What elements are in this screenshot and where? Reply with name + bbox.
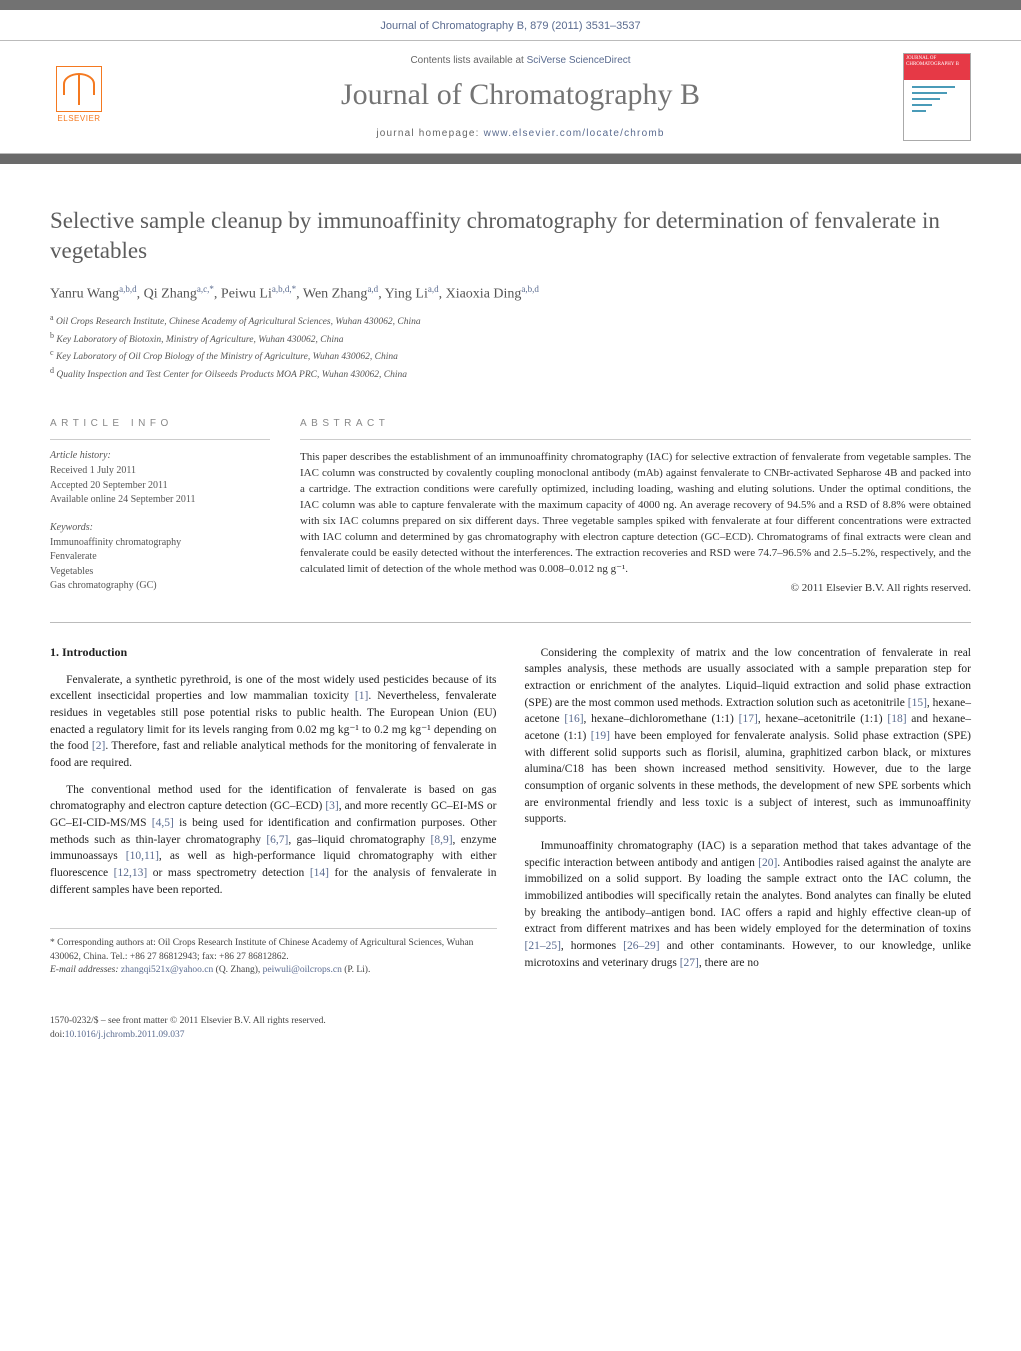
header-bar — [0, 0, 1021, 10]
authors-line: Yanru Wanga,b,d, Qi Zhanga,c,*, Peiwu Li… — [50, 284, 971, 303]
body-paragraph: Considering the complexity of matrix and… — [525, 645, 972, 828]
keyword-item: Gas chromatography (GC) — [50, 579, 270, 594]
history-items: Received 1 July 2011Accepted 20 Septembe… — [50, 464, 270, 508]
email-link-2[interactable]: peiwuli@oilcrops.cn — [263, 965, 342, 975]
article-info-column: article info Article history: Received 1… — [50, 404, 270, 594]
journal-cover-thumbnail: JOURNAL OF CHROMATOGRAPHY B — [903, 53, 971, 141]
affiliations: a Oil Crops Research Institute, Chinese … — [50, 312, 971, 382]
masthead: ELSEVIER Contents lists available at Sci… — [0, 40, 1021, 154]
contents-prefix: Contents lists available at — [410, 55, 526, 66]
masthead-left: ELSEVIER — [50, 66, 138, 128]
keyword-items: Immunoaffinity chromatographyFenvalerate… — [50, 536, 270, 594]
body-paragraph: Immunoaffinity chromatography (IAC) is a… — [525, 838, 972, 971]
main-divider — [50, 622, 971, 623]
history-item: Available online 24 September 2011 — [50, 493, 270, 508]
column-right: Considering the complexity of matrix and… — [525, 645, 972, 982]
footer-copyright: 1570-0232/$ – see front matter © 2011 El… — [50, 1015, 326, 1028]
masthead-center: Contents lists available at SciVerse Sci… — [138, 55, 903, 139]
email2-name: (P. Li). — [342, 965, 371, 975]
citation-line: Journal of Chromatography B, 879 (2011) … — [0, 10, 1021, 40]
history-item: Received 1 July 2011 — [50, 464, 270, 479]
article-title: Selective sample cleanup by immunoaffini… — [50, 206, 971, 266]
column-left: 1. Introduction Fenvalerate, a synthetic… — [50, 645, 497, 982]
keywords-label: Keywords: — [50, 522, 270, 533]
email-label: E-mail addresses: — [50, 965, 121, 975]
intro-heading: 1. Introduction — [50, 645, 497, 660]
doi-prefix: doi: — [50, 1030, 65, 1040]
footer-doi: doi:10.1016/j.jchromb.2011.09.037 — [50, 1029, 326, 1042]
corr-text: * Corresponding authors at: Oil Crops Re… — [50, 937, 497, 964]
history-label: Article history: — [50, 450, 270, 461]
journal-name: Journal of Chromatography B — [138, 78, 903, 112]
keyword-item: Fenvalerate — [50, 550, 270, 565]
doi-link[interactable]: 10.1016/j.jchromb.2011.09.037 — [65, 1030, 185, 1040]
corr-emails: E-mail addresses: zhangqi521x@yahoo.cn (… — [50, 964, 497, 977]
info-abstract-row: article info Article history: Received 1… — [50, 404, 971, 594]
sciencedirect-link[interactable]: SciVerse ScienceDirect — [527, 55, 631, 66]
article-body: Selective sample cleanup by immunoaffini… — [0, 164, 1021, 1001]
corresponding-author-footer: * Corresponding authors at: Oil Crops Re… — [50, 928, 497, 977]
homepage-link[interactable]: www.elsevier.com/locate/chromb — [484, 128, 665, 139]
email1-name: (Q. Zhang), — [213, 965, 262, 975]
journal-homepage-line: journal homepage: www.elsevier.com/locat… — [138, 128, 903, 139]
footer-left: 1570-0232/$ – see front matter © 2011 El… — [50, 1015, 326, 1042]
affiliation-line: d Quality Inspection and Test Center for… — [50, 365, 971, 382]
affiliation-line: b Key Laboratory of Biotoxin, Ministry o… — [50, 330, 971, 347]
copyright-line: © 2011 Elsevier B.V. All rights reserved… — [300, 582, 971, 594]
email-link-1[interactable]: zhangqi521x@yahoo.cn — [121, 965, 213, 975]
keywords-block: Keywords: Immunoaffinity chromatographyF… — [50, 522, 270, 594]
history-item: Accepted 20 September 2011 — [50, 479, 270, 494]
homepage-prefix: journal homepage: — [376, 128, 483, 139]
content-columns: 1. Introduction Fenvalerate, a synthetic… — [50, 645, 971, 982]
affiliation-line: c Key Laboratory of Oil Crop Biology of … — [50, 347, 971, 364]
elsevier-text: ELSEVIER — [57, 114, 100, 123]
keyword-item: Immunoaffinity chromatography — [50, 536, 270, 551]
body-paragraph: The conventional method used for the ide… — [50, 782, 497, 899]
cover-lines-icon — [904, 80, 970, 122]
body-paragraph: Fenvalerate, a synthetic pyrethroid, is … — [50, 672, 497, 772]
contents-available-line: Contents lists available at SciVerse Sci… — [138, 55, 903, 66]
masthead-bottom-bar — [0, 154, 1021, 164]
elsevier-tree-icon — [56, 66, 102, 112]
article-info-label: article info — [50, 404, 270, 440]
elsevier-logo: ELSEVIER — [50, 66, 108, 128]
abstract-column: abstract This paper describes the establ… — [300, 404, 971, 594]
page-footer: 1570-0232/$ – see front matter © 2011 El… — [0, 1001, 1021, 1066]
affiliation-line: a Oil Crops Research Institute, Chinese … — [50, 312, 971, 329]
keyword-item: Vegetables — [50, 565, 270, 580]
abstract-label: abstract — [300, 404, 971, 440]
abstract-text: This paper describes the establishment o… — [300, 450, 971, 578]
cover-title: JOURNAL OF CHROMATOGRAPHY B — [904, 54, 970, 80]
